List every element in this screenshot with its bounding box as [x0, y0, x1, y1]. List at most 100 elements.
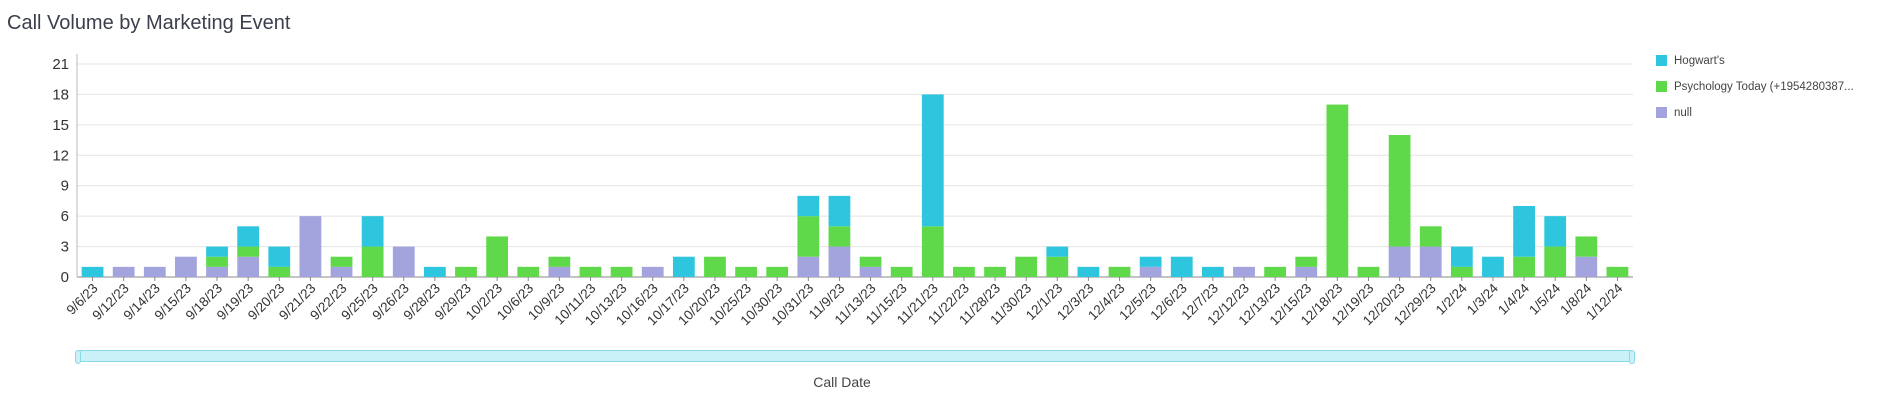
- bar-segment: [1046, 256, 1069, 277]
- bar-segment: [1326, 104, 1349, 277]
- bar-segment: [1264, 266, 1287, 277]
- y-tick-label: 15: [52, 117, 69, 134]
- y-tick-label: 0: [61, 269, 69, 286]
- bar-segment: [1513, 256, 1535, 277]
- bar-segment: [828, 226, 851, 247]
- bar-segment: [828, 246, 851, 277]
- bar-segment: [299, 216, 322, 277]
- legend-item-psychology-today[interactable]: Psychology Today (+1954280387...: [1656, 80, 1871, 93]
- range-scrollbar[interactable]: [75, 350, 1635, 364]
- chart-title: Call Volume by Marketing Event: [7, 12, 291, 34]
- legend-swatch: [1656, 107, 1667, 118]
- bar-segment: [766, 266, 789, 277]
- y-tick-label: 6: [61, 208, 69, 225]
- x-axis-title: Call Date: [813, 374, 871, 390]
- bar-segment: [330, 256, 353, 267]
- bar-segment: [268, 246, 291, 267]
- x-tick-label: 1/3/24: [1464, 280, 1501, 317]
- bar-segment: [143, 266, 166, 277]
- bar-segment: [641, 266, 664, 277]
- legend-label: Hogwart's: [1674, 54, 1725, 67]
- scrollbar-right-handle[interactable]: [1629, 350, 1635, 364]
- bar-segment: [610, 266, 633, 277]
- bar-segment: [797, 195, 820, 217]
- bar-segment: [1077, 266, 1100, 277]
- x-tick-label: 1/5/24: [1526, 280, 1563, 317]
- y-tick-label: 18: [52, 86, 69, 103]
- bar-segment: [859, 266, 882, 277]
- bar-segment: [237, 256, 260, 277]
- bar-segment: [548, 256, 571, 267]
- y-tick-label: 9: [61, 178, 69, 195]
- bar-segment: [1606, 266, 1629, 277]
- scrollbar-left-handle[interactable]: [75, 350, 81, 364]
- bar-segment: [175, 256, 197, 277]
- bar-segment: [704, 256, 726, 277]
- x-tick-label: 1/4/24: [1495, 280, 1532, 317]
- bar-segment: [206, 246, 228, 257]
- bar-segment: [1046, 246, 1069, 257]
- legend-swatch: [1656, 81, 1667, 92]
- y-tick-label: 21: [52, 56, 69, 73]
- bar-segment: [859, 256, 882, 267]
- x-tick-label: 1/2/24: [1433, 280, 1470, 317]
- bar-segment: [1419, 246, 1442, 277]
- bar-segment: [1388, 246, 1411, 277]
- bar-segment: [672, 256, 695, 277]
- bar-segment: [81, 266, 104, 277]
- stacked-bar-chart: 0369121518219/6/239/12/239/14/239/15/239…: [52, 54, 1633, 328]
- bar-segment: [1482, 256, 1504, 277]
- bar-segment: [206, 256, 228, 267]
- y-tick-label: 12: [52, 147, 69, 164]
- bar-segment: [797, 216, 820, 257]
- legend-label: Psychology Today (+1954280387...: [1674, 80, 1854, 93]
- bar-segment: [1015, 256, 1038, 277]
- bar-segment: [1139, 256, 1162, 267]
- bar-segment: [112, 266, 135, 277]
- bar-segment: [1450, 246, 1473, 267]
- bar-segment: [1544, 246, 1567, 277]
- bar-segment: [548, 266, 571, 277]
- bar-segment: [1170, 256, 1193, 277]
- bar-segment: [921, 94, 944, 227]
- bar-segment: [486, 236, 509, 277]
- bar-segment: [1450, 266, 1473, 277]
- legend-item-null[interactable]: null: [1656, 106, 1871, 119]
- bar-segment: [268, 266, 291, 277]
- bar-segment: [735, 266, 757, 277]
- bar-segment: [1513, 206, 1535, 257]
- bar-segment: [890, 266, 913, 277]
- bar-segment: [579, 266, 602, 277]
- bar-segment: [1544, 216, 1567, 247]
- bar-segment: [1357, 266, 1380, 277]
- bar-segment: [1233, 266, 1255, 277]
- bar-segment: [237, 246, 260, 257]
- bar-segment: [1575, 236, 1598, 257]
- bar-segment: [1295, 266, 1318, 277]
- legend-swatch: [1656, 55, 1667, 66]
- bar-segment: [984, 266, 1006, 277]
- bar-segment: [797, 256, 820, 277]
- bar-segment: [1139, 266, 1162, 277]
- legend-item-hogwarts[interactable]: Hogwart's: [1656, 54, 1871, 67]
- bar-segment: [392, 246, 415, 277]
- bar-segment: [953, 266, 975, 277]
- bar-segment: [330, 266, 353, 277]
- bar-segment: [1201, 266, 1224, 277]
- bar-segment: [517, 266, 540, 277]
- legend-label: null: [1674, 106, 1692, 119]
- legend: Hogwart's Psychology Today (+1954280387.…: [1656, 54, 1871, 132]
- bar-segment: [206, 266, 228, 277]
- bar-segment: [361, 246, 384, 277]
- bar-segment: [237, 226, 260, 247]
- bar-segment: [1388, 135, 1411, 247]
- bar-segment: [828, 195, 851, 227]
- bar-segment: [1575, 256, 1598, 277]
- bar-segment: [1295, 256, 1318, 267]
- bar-segment: [423, 266, 446, 277]
- y-tick-label: 3: [61, 239, 69, 256]
- bar-segment: [455, 266, 477, 277]
- bar-segment: [921, 226, 944, 277]
- bar-segment: [361, 216, 384, 247]
- bar-segment: [1419, 226, 1442, 247]
